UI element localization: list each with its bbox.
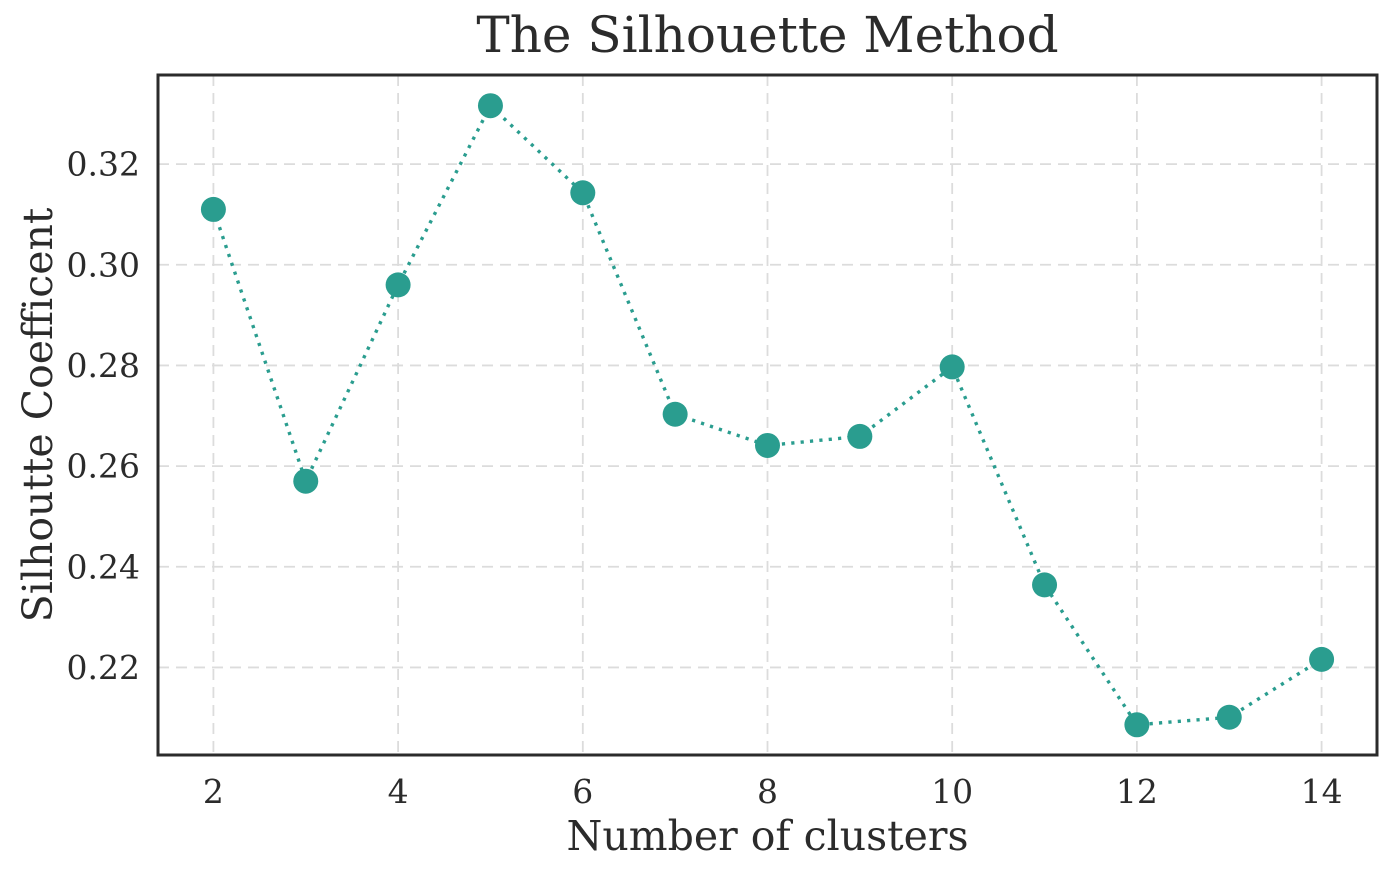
chart-title: The Silhouette Method: [476, 6, 1058, 64]
y-tick-label: 0.22: [67, 648, 140, 687]
data-point-marker: [1216, 704, 1242, 730]
data-point-marker: [1124, 712, 1150, 738]
data-point-marker: [847, 423, 873, 449]
data-point-marker: [293, 468, 319, 494]
x-tick-label: 8: [757, 772, 778, 811]
series-line: [211, 102, 1323, 727]
data-point-marker: [385, 272, 411, 298]
x-tick-label: 4: [388, 772, 409, 811]
y-tick-labels: 0.22 0.24 0.26 0.28 0.30 0.32: [67, 145, 140, 687]
series-layer: [200, 93, 1335, 738]
data-point-marker: [200, 196, 226, 222]
y-tick-label: 0.28: [67, 346, 140, 385]
data-point-marker: [755, 432, 780, 458]
x-tick-labels: 2 4 6 8 10 12 14: [203, 772, 1343, 811]
data-point-marker: [477, 93, 503, 119]
data-point-marker: [939, 354, 965, 380]
data-point-marker: [662, 401, 688, 427]
y-tick-label: 0.32: [67, 145, 140, 184]
y-tick-label: 0.26: [67, 447, 140, 486]
data-point-marker: [1032, 572, 1058, 598]
data-point-marker: [1309, 646, 1335, 672]
y-tick-label: 0.30: [67, 245, 140, 284]
x-tick-label: 10: [931, 772, 973, 811]
plot-border: [156, 73, 1379, 757]
x-tick-label: 12: [1116, 772, 1158, 811]
y-axis-label: Silhoutte Coefficent: [14, 207, 62, 622]
x-tick-label: 6: [572, 772, 593, 811]
x-tick-label: 2: [203, 772, 224, 811]
x-tick-label: 14: [1301, 772, 1343, 811]
x-axis-label: Number of clusters: [566, 812, 968, 860]
grid-layer: [158, 75, 1377, 755]
y-tick-label: 0.24: [67, 547, 140, 586]
data-point-marker: [570, 180, 596, 206]
